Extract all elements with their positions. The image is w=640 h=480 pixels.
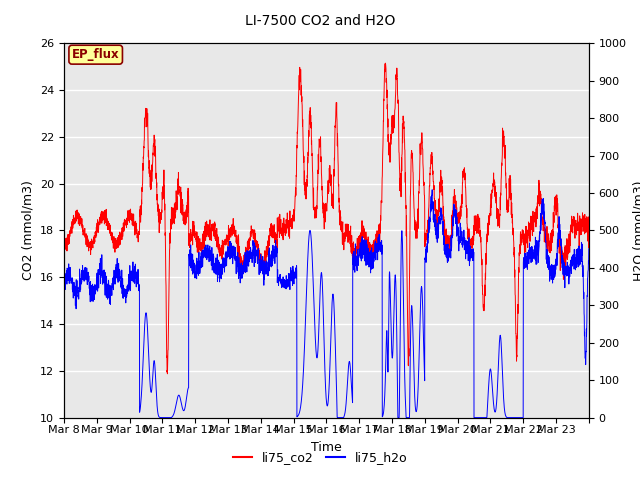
- X-axis label: Time: Time: [311, 441, 342, 454]
- Y-axis label: H2O (mmol/m3): H2O (mmol/m3): [632, 180, 640, 281]
- Text: LI-7500 CO2 and H2O: LI-7500 CO2 and H2O: [245, 14, 395, 28]
- Text: EP_flux: EP_flux: [72, 48, 120, 61]
- Y-axis label: CO2 (mmol/m3): CO2 (mmol/m3): [22, 180, 35, 280]
- Legend: li75_co2, li75_h2o: li75_co2, li75_h2o: [228, 446, 412, 469]
